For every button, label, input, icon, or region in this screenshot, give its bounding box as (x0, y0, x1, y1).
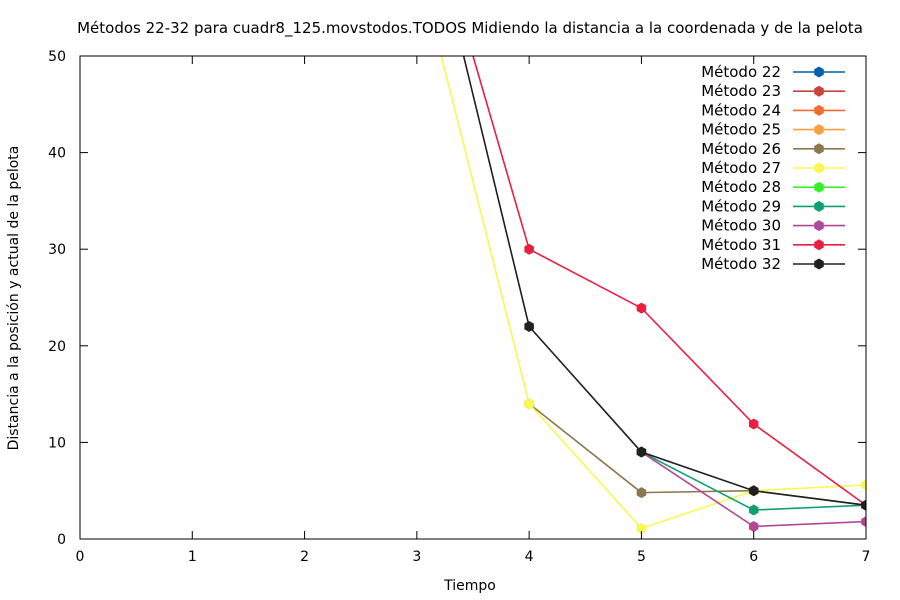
x-tick-label: 6 (749, 549, 758, 565)
data-point (524, 398, 534, 410)
legend-label: Método 30 (701, 217, 781, 235)
y-tick-label: 10 (48, 435, 66, 451)
series-line (472, 56, 866, 506)
legend-label: Método 28 (701, 178, 781, 196)
legend-item: Método 22 (701, 63, 845, 81)
data-point (748, 504, 759, 516)
data-point (748, 520, 759, 532)
legend-marker (814, 124, 824, 136)
legend-marker (814, 239, 824, 251)
series-26 (524, 398, 866, 511)
legend-item: Método 26 (701, 140, 845, 158)
series-layer (440, 56, 866, 534)
data-point (861, 499, 866, 511)
data-point (636, 487, 647, 499)
y-tick-label: 30 (48, 242, 66, 258)
y-tick-label: 40 (48, 146, 66, 162)
legend-marker (814, 220, 824, 232)
y-tick-label: 20 (48, 339, 66, 355)
x-tick-label: 1 (188, 549, 197, 565)
legend-marker (814, 258, 824, 270)
x-tick-label: 2 (300, 549, 309, 565)
data-point (861, 516, 866, 528)
data-point (748, 485, 759, 497)
x-tick-label: 3 (412, 549, 421, 565)
legend-item: Método 25 (701, 121, 845, 139)
legend-marker (814, 200, 824, 212)
x-axis: 0 1 2 3 4 5 6 7 (76, 56, 871, 565)
legend-item: Método 23 (701, 82, 845, 100)
legend-label: Método 25 (701, 121, 781, 139)
legend-label: Método 24 (701, 101, 781, 119)
legend-marker (814, 85, 824, 97)
legend-marker (814, 181, 824, 193)
legend-marker (814, 143, 824, 155)
x-tick-label: 0 (76, 549, 85, 565)
legend-item: Método 32 (701, 255, 845, 273)
data-point (636, 302, 647, 314)
legend-label: Método 22 (701, 63, 781, 81)
y-axis-label: Distancia a la posición y actual de la p… (6, 146, 22, 451)
legend-item: Método 29 (701, 197, 845, 215)
legend-item: Método 24 (701, 101, 845, 119)
chart-title: Métodos 22-32 para cuadr8_125.movstodos.… (77, 19, 863, 38)
legend-marker (814, 162, 824, 174)
data-point (524, 243, 534, 255)
x-axis-label: Tiempo (443, 578, 496, 594)
plot-frame (79, 55, 867, 540)
legend-label: Método 32 (701, 255, 781, 273)
legend-label: Método 26 (701, 140, 781, 158)
series-line (462, 56, 866, 506)
legend-marker (814, 104, 824, 116)
legend-item: Método 31 (701, 236, 845, 254)
legend-label: Método 31 (701, 236, 781, 254)
series-32 (462, 56, 866, 511)
data-point (636, 446, 647, 458)
legend-label: Método 29 (701, 197, 781, 215)
x-tick-label: 4 (525, 549, 534, 565)
x-tick-label: 5 (637, 549, 646, 565)
legend-label: Método 23 (701, 82, 781, 100)
y-tick-label: 50 (48, 49, 66, 65)
legend-item: Método 27 (701, 159, 845, 177)
series-29 (636, 446, 866, 516)
data-point (748, 418, 759, 430)
data-point (524, 320, 534, 332)
y-tick-label: 0 (57, 532, 66, 548)
data-point (636, 522, 647, 534)
legend-item: Método 30 (701, 217, 845, 235)
data-point (861, 479, 866, 491)
legend-label: Método 27 (701, 159, 781, 177)
x-tick-label: 7 (862, 549, 871, 565)
y-axis: 0 10 20 30 40 50 (48, 49, 866, 548)
legend-item: Método 28 (701, 178, 845, 196)
legend-marker (814, 66, 824, 78)
series-31 (472, 56, 866, 511)
